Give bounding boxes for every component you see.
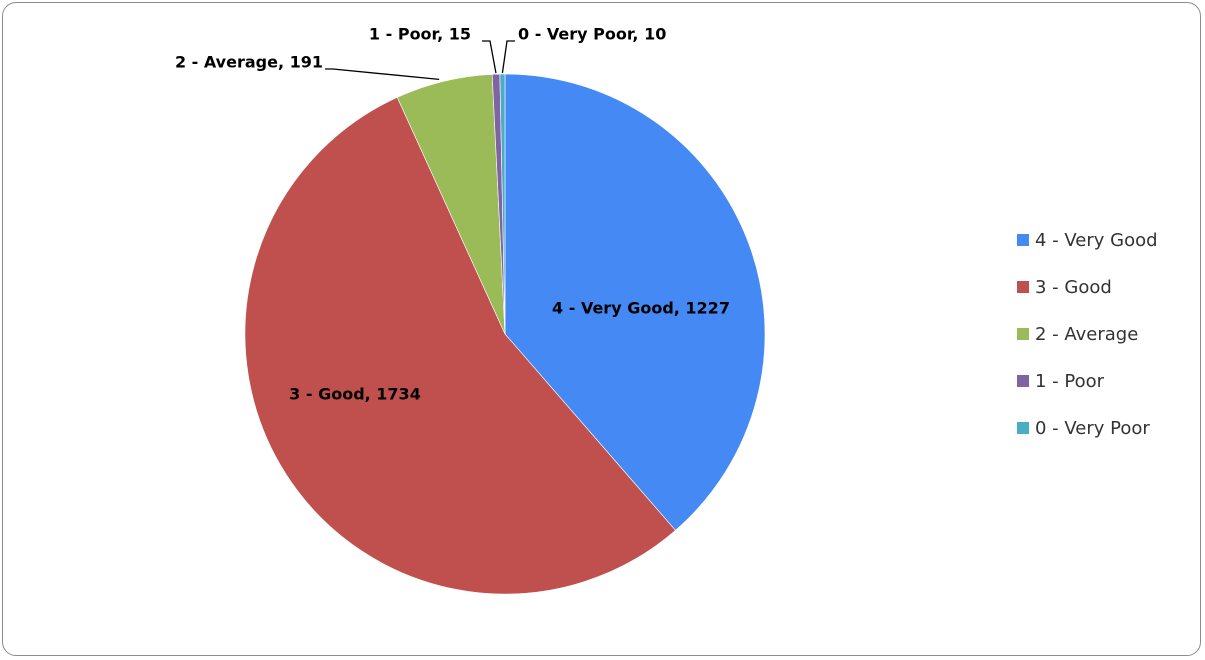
- legend-label-1-poor: 1 - Poor: [1035, 371, 1105, 392]
- leader-line-0-very-poor: [501, 40, 515, 74]
- legend-swatch-0-very-poor: [1017, 422, 1029, 434]
- data-label-2-average: 2 - Average, 191: [175, 53, 323, 72]
- legend-label-2-average: 2 - Average: [1035, 324, 1138, 345]
- pie-slice-0-very-poor: [499, 73, 506, 335]
- data-label-3-good: 3 - Good, 1734: [289, 385, 421, 404]
- legend-swatch-4-very-good: [1017, 234, 1029, 246]
- legend-label-0-very-poor: 0 - Very Poor: [1035, 418, 1150, 439]
- pie-chart: 4 - Very Good, 1227 3 - Good, 1734 2 - Ave…: [175, 25, 1158, 595]
- data-label-1-poor: 1 - Poor, 15: [369, 25, 471, 44]
- leader-line-2-average: [325, 68, 440, 81]
- legend-swatch-3-good: [1017, 281, 1029, 293]
- legend-swatch-1-poor: [1017, 375, 1029, 387]
- pie-slices: [244, 73, 766, 595]
- pie-slice-3-good: [244, 96, 676, 595]
- data-label-4-very-good: 4 - Very Good, 1227: [552, 299, 730, 318]
- legend-label-3-good: 3 - Good: [1035, 277, 1112, 298]
- legend-label-4-very-good: 4 - Very Good: [1035, 230, 1158, 251]
- pie-slice-4-very-good: [504, 73, 766, 531]
- data-label-0-very-poor: 0 - Very Poor, 10: [518, 25, 666, 44]
- leader-line-1-poor: [482, 40, 497, 74]
- legend-swatch-2-average: [1017, 328, 1029, 340]
- data-labels: 4 - Very Good, 1227 3 - Good, 1734 2 - Ave…: [175, 25, 730, 404]
- legend: 4 - Very Good 3 - Good 2 - Average 1 - Poor…: [1017, 230, 1158, 439]
- leader-lines: [325, 40, 515, 81]
